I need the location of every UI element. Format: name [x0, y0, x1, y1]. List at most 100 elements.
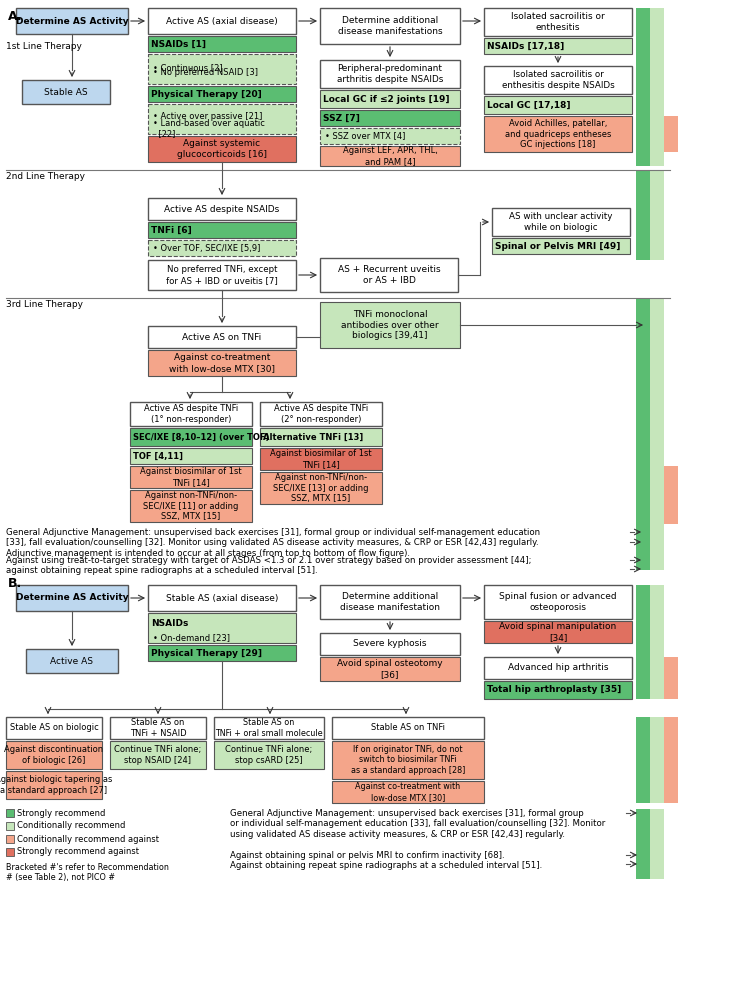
- Bar: [214, 717, 324, 739]
- Text: Against systemic
glucocorticoids [16]: Against systemic glucocorticoids [16]: [177, 139, 267, 159]
- Bar: [6, 822, 14, 830]
- Bar: [664, 8, 678, 38]
- Text: Spinal or Pelvis MRI [49]: Spinal or Pelvis MRI [49]: [495, 242, 620, 250]
- Bar: [664, 717, 678, 803]
- Bar: [650, 524, 664, 570]
- Text: Alternative TNFi [13]: Alternative TNFi [13]: [263, 432, 363, 442]
- Bar: [636, 585, 650, 699]
- Text: Stable AS on biologic: Stable AS on biologic: [10, 724, 98, 733]
- Text: Spinal fusion or advanced
osteoporosis: Spinal fusion or advanced osteoporosis: [499, 592, 617, 612]
- Text: No preferred TNFi, except
for AS + IBD or uveitis [7]: No preferred TNFi, except for AS + IBD o…: [166, 265, 278, 285]
- Bar: [130, 402, 252, 426]
- Bar: [484, 657, 632, 679]
- Text: Stable AS on
TNFi + NSAID: Stable AS on TNFi + NSAID: [129, 718, 186, 737]
- Text: Stable AS on
TNFi + oral small molecule: Stable AS on TNFi + oral small molecule: [215, 718, 323, 737]
- Text: Isolated sacroilitis or
enthesitis despite NSAIDs: Isolated sacroilitis or enthesitis despi…: [501, 71, 614, 89]
- Text: NSAIDs [1]: NSAIDs [1]: [151, 39, 206, 48]
- Bar: [148, 645, 296, 661]
- Bar: [484, 38, 632, 54]
- Bar: [636, 298, 650, 524]
- Text: Against biosimilar of 1st
TNFi [14]: Against biosimilar of 1st TNFi [14]: [140, 467, 242, 487]
- Bar: [6, 809, 14, 817]
- Bar: [22, 80, 110, 104]
- Text: B.: B.: [8, 577, 22, 590]
- Text: 2nd Line Therapy: 2nd Line Therapy: [6, 172, 85, 181]
- Text: AS with unclear activity
while on biologic: AS with unclear activity while on biolog…: [509, 212, 613, 232]
- Text: A.: A.: [8, 10, 23, 23]
- Bar: [148, 613, 296, 643]
- Bar: [148, 585, 296, 611]
- Bar: [332, 717, 484, 739]
- Bar: [636, 809, 650, 879]
- Text: Bracketed #'s refer to Recommendation
# (see Table 2), not PICO #: Bracketed #'s refer to Recommendation # …: [6, 863, 169, 883]
- Text: • No preferred NSAID [3]: • No preferred NSAID [3]: [153, 68, 258, 77]
- Bar: [320, 8, 460, 44]
- Bar: [130, 490, 252, 522]
- Text: Against biologic tapering as
a standard approach [27]: Against biologic tapering as a standard …: [0, 776, 112, 794]
- Bar: [636, 8, 650, 166]
- Bar: [320, 60, 460, 88]
- Text: Against non-TNFi/non-
SEC/IXE [11] or adding
SSZ, MTX [15]: Against non-TNFi/non- SEC/IXE [11] or ad…: [143, 491, 239, 520]
- Text: Continue TNFi alone;
stop NSAID [24]: Continue TNFi alone; stop NSAID [24]: [115, 745, 201, 765]
- Bar: [148, 104, 296, 134]
- Text: Against discontinuation
of biologic [26]: Against discontinuation of biologic [26]: [4, 745, 104, 765]
- Text: Conditionally recommend: Conditionally recommend: [17, 822, 126, 831]
- Bar: [110, 741, 206, 769]
- Text: Determine additional
disease manifestation: Determine additional disease manifestati…: [340, 592, 440, 612]
- Text: Against non-TNFi/non-
SEC/IXE [13] or adding
SSZ, MTX [15]: Against non-TNFi/non- SEC/IXE [13] or ad…: [273, 473, 369, 503]
- Text: Active AS despite TNFi
(2° non-responder): Active AS despite TNFi (2° non-responder…: [274, 405, 368, 423]
- Bar: [260, 472, 382, 504]
- Bar: [664, 585, 678, 621]
- Bar: [320, 128, 460, 144]
- Text: SEC/IXE [8,10–12] (over TOF): SEC/IXE [8,10–12] (over TOF): [133, 432, 269, 442]
- Bar: [148, 222, 296, 238]
- Text: Total hip arthroplasty [35]: Total hip arthroplasty [35]: [487, 685, 621, 694]
- Text: Active AS (axial disease): Active AS (axial disease): [166, 17, 278, 26]
- Bar: [320, 585, 460, 619]
- Bar: [260, 448, 382, 470]
- Bar: [320, 657, 460, 681]
- Bar: [664, 466, 678, 524]
- Bar: [6, 835, 14, 843]
- Text: Active AS: Active AS: [51, 657, 93, 666]
- Text: Determine additional
disease manifestations: Determine additional disease manifestati…: [337, 17, 442, 35]
- Text: Avoid spinal osteotomy
[36]: Avoid spinal osteotomy [36]: [337, 659, 442, 679]
- Bar: [650, 717, 664, 803]
- Bar: [332, 781, 484, 803]
- Text: Avoid spinal manipulation
[34]: Avoid spinal manipulation [34]: [499, 623, 617, 641]
- Bar: [148, 8, 296, 34]
- Bar: [214, 741, 324, 769]
- Text: Active AS despite TNFi
(1° non-responder): Active AS despite TNFi (1° non-responder…: [144, 405, 238, 423]
- Bar: [148, 326, 296, 348]
- Bar: [260, 428, 382, 446]
- Text: • Land-based over aquatic
  [22]: • Land-based over aquatic [22]: [153, 119, 265, 138]
- Bar: [484, 585, 632, 619]
- Text: Stable AS (axial disease): Stable AS (axial disease): [166, 593, 278, 603]
- Bar: [650, 585, 664, 699]
- Bar: [664, 116, 678, 152]
- Text: Physical Therapy [29]: Physical Therapy [29]: [151, 648, 262, 658]
- Bar: [130, 428, 252, 446]
- Text: General Adjunctive Management: unsupervised back exercises [31], formal group
or: General Adjunctive Management: unsupervi…: [230, 809, 605, 839]
- Text: Strongly recommend against: Strongly recommend against: [17, 847, 139, 856]
- Text: TNFi monoclonal
antibodies over other
biologics [39,41]: TNFi monoclonal antibodies over other bi…: [341, 310, 439, 340]
- Bar: [332, 741, 484, 779]
- Text: NSAIDs [17,18]: NSAIDs [17,18]: [487, 41, 564, 50]
- Text: SSZ [7]: SSZ [7]: [323, 114, 360, 123]
- Text: TNFi [6]: TNFi [6]: [151, 226, 192, 235]
- Text: Against co-treatment with
low-dose MTX [30]: Against co-treatment with low-dose MTX […: [356, 783, 461, 801]
- Bar: [636, 717, 650, 803]
- Bar: [148, 350, 296, 376]
- Bar: [148, 86, 296, 102]
- Text: AS + Recurrent uveitis
or AS + IBD: AS + Recurrent uveitis or AS + IBD: [337, 265, 440, 285]
- Bar: [484, 66, 632, 94]
- Bar: [484, 8, 632, 36]
- Text: • SSZ over MTX [4]: • SSZ over MTX [4]: [325, 132, 406, 140]
- Bar: [110, 717, 206, 739]
- Bar: [636, 170, 650, 260]
- Bar: [148, 136, 296, 162]
- Bar: [320, 633, 460, 655]
- Text: • Over TOF, SEC/IXE [5,9]: • Over TOF, SEC/IXE [5,9]: [153, 244, 260, 252]
- Text: Against biosimilar of 1st
TNFi [14]: Against biosimilar of 1st TNFi [14]: [270, 450, 372, 468]
- Text: Determine AS Activity: Determine AS Activity: [15, 593, 129, 603]
